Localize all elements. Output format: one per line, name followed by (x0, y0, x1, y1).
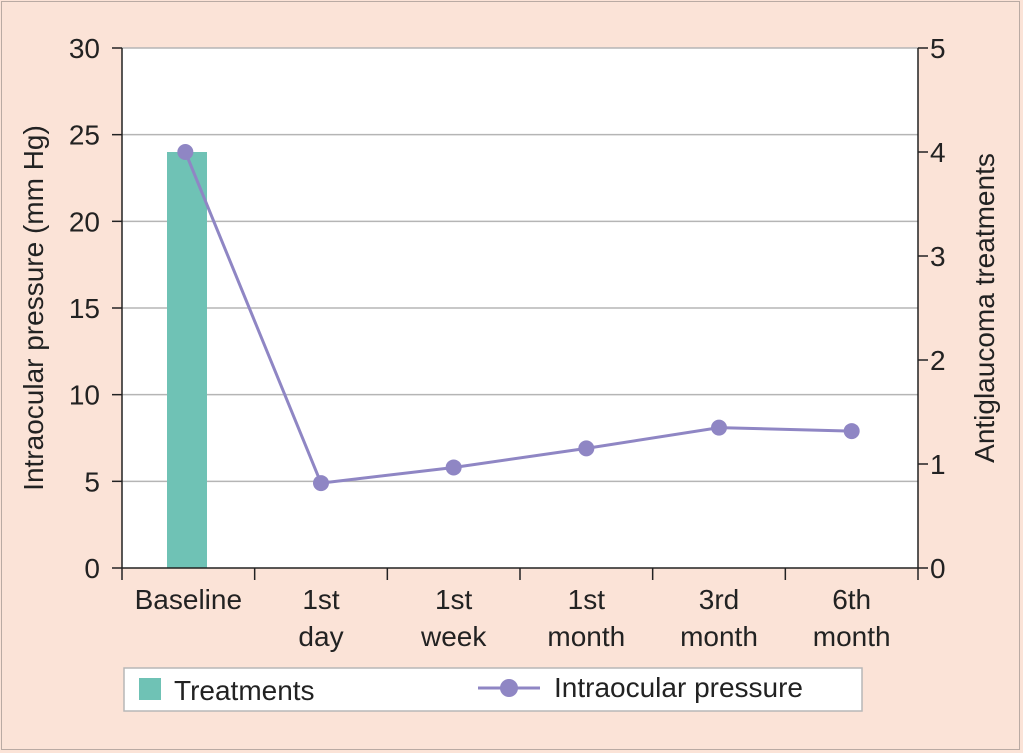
y-left-tick-label: 5 (84, 466, 100, 497)
x-tick-label: 3rd (699, 584, 739, 615)
y-axis-title-left: Intraocular pressure (mm Hg) (18, 125, 49, 491)
y-right-tick-label: 3 (930, 241, 946, 272)
legend-label-intraocular-pressure: Intraocular pressure (554, 672, 803, 703)
y-right-tick-label: 0 (930, 553, 946, 584)
x-tick-label: month (547, 621, 625, 652)
data-point (177, 144, 194, 160)
legend-marker-intraocular-pressure (500, 679, 518, 697)
legend-label-treatments: Treatments (174, 675, 315, 706)
y-right-tick-label: 4 (930, 137, 946, 168)
x-tick-label: month (813, 621, 891, 652)
series-line (183, 151, 852, 485)
tick-labels: 0 5 10 15 20 25 30 0 1 2 3 4 5 Baseline 1st day 1st week 1… (69, 33, 946, 652)
x-tick-label: 6th (832, 584, 871, 615)
y-left-tick-label: 20 (69, 206, 100, 237)
line-series (177, 144, 860, 492)
data-point (445, 459, 462, 476)
x-tick-label: 1st (435, 584, 473, 615)
legend-swatch-treatments (139, 678, 161, 700)
y-left-tick-label: 15 (69, 293, 100, 324)
bars (167, 152, 207, 568)
grid (122, 47, 918, 483)
y-right-tick-label: 1 (930, 449, 946, 480)
x-tick-label: day (298, 621, 343, 652)
y-left-tick-label: 0 (84, 553, 100, 584)
axes (112, 47, 928, 580)
data-point (711, 419, 727, 436)
y-right-tick-label: 2 (930, 345, 946, 376)
x-tick-label: Baseline (135, 584, 242, 615)
x-tick-label: 1st (302, 584, 340, 615)
legend: Treatments Intraocular pressure (123, 667, 863, 712)
x-tick-label: month (680, 621, 758, 652)
x-tick-label: 1st (568, 584, 606, 615)
y-right-tick-label: 5 (930, 33, 946, 64)
y-left-tick-label: 30 (69, 33, 100, 64)
y-left-tick-label: 25 (69, 120, 100, 151)
data-point (843, 423, 860, 440)
x-tick-label: week (420, 621, 487, 652)
data-point (313, 475, 329, 492)
bar (167, 152, 207, 568)
data-point (578, 440, 595, 457)
y-left-tick-label: 10 (69, 380, 100, 411)
y-axis-title-right: Antiglaucoma treatments (969, 153, 1000, 463)
